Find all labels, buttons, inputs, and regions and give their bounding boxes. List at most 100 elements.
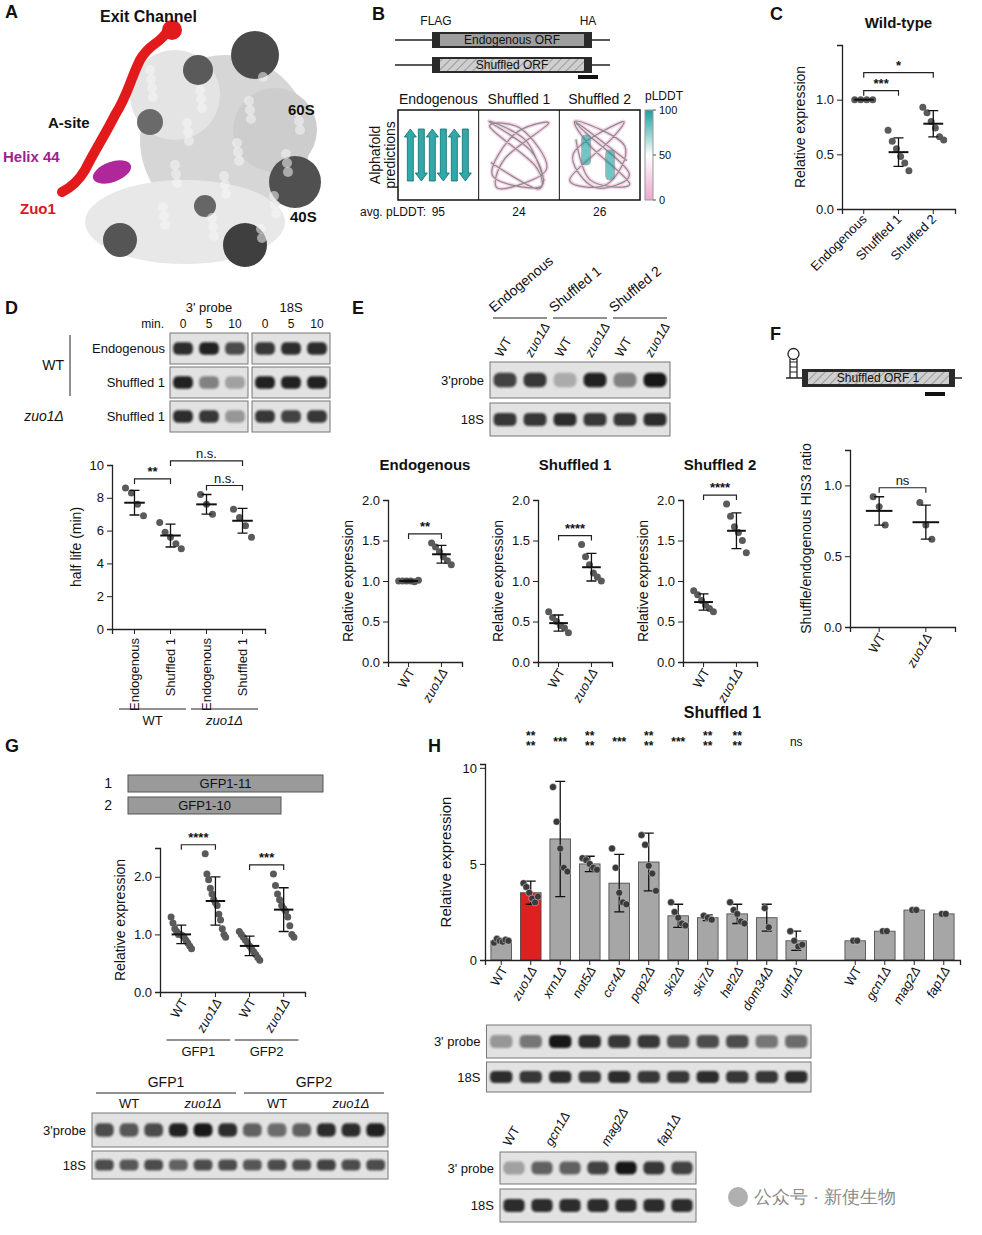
tick-mark: [837, 209, 842, 210]
bar: [579, 864, 600, 960]
y-tick: 1.0: [824, 478, 850, 493]
column-head: 18S: [279, 300, 302, 315]
tick-label: WT: [395, 666, 418, 691]
marks: [395, 539, 455, 585]
label: Shuffled 2: [568, 91, 631, 107]
group-line: [244, 1093, 384, 1094]
time-label: 10: [310, 317, 324, 331]
chart-title: Shuffled 1: [684, 704, 761, 721]
x-axis: WTzuo1Δ: [389, 662, 463, 706]
group-label: Shuffled 1: [546, 263, 605, 316]
texture: [220, 180, 230, 190]
texture: [269, 191, 279, 201]
data-point: [172, 540, 179, 547]
y-tick: 0.5: [824, 549, 850, 564]
group-label: GFP1: [148, 1074, 185, 1090]
significance-label: ns: [896, 473, 910, 488]
group-line: [235, 1040, 299, 1041]
gel-band: [579, 1071, 601, 1083]
significance-label: ****: [703, 729, 713, 753]
tick-label: 4: [97, 556, 104, 571]
mean-line: [196, 503, 217, 505]
y-tick: 2: [97, 589, 112, 604]
tick-mark: [766, 960, 767, 965]
divider: [478, 110, 479, 200]
colorbar: [645, 110, 653, 200]
gel-background: [500, 1189, 696, 1222]
x-tick: upf1Δ: [775, 960, 805, 1001]
label: GFP1-11: [200, 776, 252, 791]
label: Shuffled ORF 1: [837, 371, 920, 385]
coil: [489, 121, 549, 189]
watermark-text: 公众号 · 新使生物: [754, 1187, 896, 1207]
tick-mark: [678, 500, 683, 501]
lane-label: gcn1Δ: [542, 1109, 573, 1148]
mean-line: [432, 553, 451, 555]
significance-label: ***: [553, 735, 567, 749]
tick-label: 0.5: [824, 549, 842, 564]
gel-background: [490, 362, 670, 398]
gel-band: [268, 1159, 287, 1170]
mean-line: [727, 530, 746, 532]
x-tick: Shuffled 2: [887, 209, 939, 263]
gel-band: [549, 1071, 571, 1083]
beta-strand: [448, 129, 460, 181]
row-label: 18S: [471, 1198, 494, 1213]
x-tick: zuo1Δ: [261, 992, 293, 1036]
helix-44: [90, 156, 134, 188]
tick-mark: [383, 500, 388, 501]
texture: [147, 83, 157, 93]
tick-label: 10: [90, 458, 104, 473]
gel-band: [490, 1035, 512, 1048]
significance-bracket: [181, 845, 215, 850]
tick-mark: [933, 209, 934, 214]
tick-mark: [678, 622, 683, 623]
x-tick: zuo1Δ: [193, 992, 225, 1036]
data-point: [178, 545, 185, 552]
tick-mark: [383, 541, 388, 542]
tick-mark: [678, 960, 679, 965]
group-line: [191, 709, 258, 710]
x-tick: Endogenous: [199, 629, 214, 711]
gel-band: [366, 1123, 385, 1137]
significance-label: ***: [874, 76, 890, 91]
tick-label: ccr4Δ: [599, 964, 629, 1000]
data-point: [765, 924, 772, 931]
gel-band: [281, 410, 301, 422]
tick-mark: [796, 960, 797, 965]
watermark: 公众号 · 新使生物: [728, 1187, 896, 1207]
tick-label: 0.0: [134, 985, 152, 1000]
tick-label: 8: [97, 490, 104, 505]
tick-mark: [837, 100, 842, 101]
tick-label: mag2Δ: [890, 964, 924, 1007]
tick-label: not5Δ: [569, 964, 599, 1001]
texture: [171, 169, 181, 179]
gel-band: [643, 1162, 664, 1175]
y-axis: 0510: [463, 761, 486, 968]
tick-label: WT: [167, 996, 190, 1021]
gel-band: [549, 1035, 571, 1048]
y-tick: 0.0: [512, 655, 538, 670]
data-point: [553, 818, 560, 825]
gel-band: [317, 1123, 336, 1137]
gel-band: [554, 413, 577, 426]
mean-line: [172, 933, 191, 935]
x-tick: fap1Δ: [923, 960, 953, 1001]
gel-band: [579, 1035, 601, 1048]
significance-label: ****: [585, 729, 595, 753]
gel-background: [170, 333, 248, 364]
significance-bracket: [135, 479, 171, 484]
tick-label: 5: [470, 857, 477, 872]
tick-mark: [845, 556, 850, 557]
panel-letter: B: [372, 4, 385, 24]
x-axis-line: [684, 663, 758, 668]
divider: [559, 110, 560, 200]
gel-band: [307, 410, 327, 422]
data-point: [248, 534, 255, 541]
label: HA: [580, 14, 597, 28]
texture: [281, 149, 291, 159]
lane-label: mag2Δ: [598, 1105, 632, 1148]
x-axis: WTzuo1Δ: [851, 627, 956, 671]
data-point: [694, 591, 701, 598]
colorbar-label: 50: [659, 149, 671, 161]
